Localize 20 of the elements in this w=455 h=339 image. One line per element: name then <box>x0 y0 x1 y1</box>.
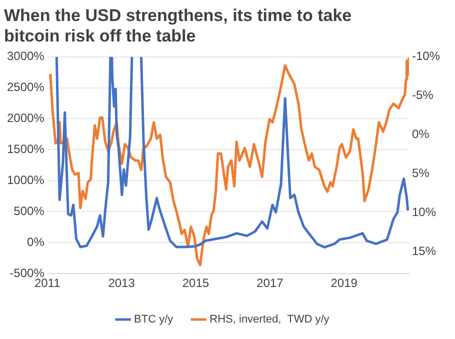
y2-tick-label: 0% <box>412 127 430 142</box>
y2-tick-label: -10% <box>412 49 440 64</box>
y-tick-label: 1500% <box>6 142 45 156</box>
y-tick-label: 500% <box>14 204 45 218</box>
y2-tick-label: 10% <box>412 205 436 220</box>
y2-tick-label: 5% <box>412 166 430 180</box>
x-tick-label: 2013 <box>108 276 136 290</box>
legend-label: BTC y/y <box>134 314 174 326</box>
chart-title: When the USD strengthens, its time to take bitcoin risk off the table <box>4 6 352 46</box>
y-tick-label: 2000% <box>6 111 45 126</box>
y-tick-label: 1000% <box>6 173 45 187</box>
y-tick-label: 3000% <box>6 49 45 64</box>
y2-tick-label: -5% <box>412 88 434 102</box>
y-tick-label: 0% <box>27 234 45 249</box>
x-tick-label: 2017 <box>256 276 284 290</box>
y-tick-label: 2500% <box>6 80 45 94</box>
x-tick-label: 2019 <box>330 276 358 290</box>
x-tick-label: 2015 <box>182 276 210 290</box>
y2-tick-label: 15% <box>412 244 436 258</box>
legend-label: RHS, inverted, TWD y/y <box>210 314 330 326</box>
